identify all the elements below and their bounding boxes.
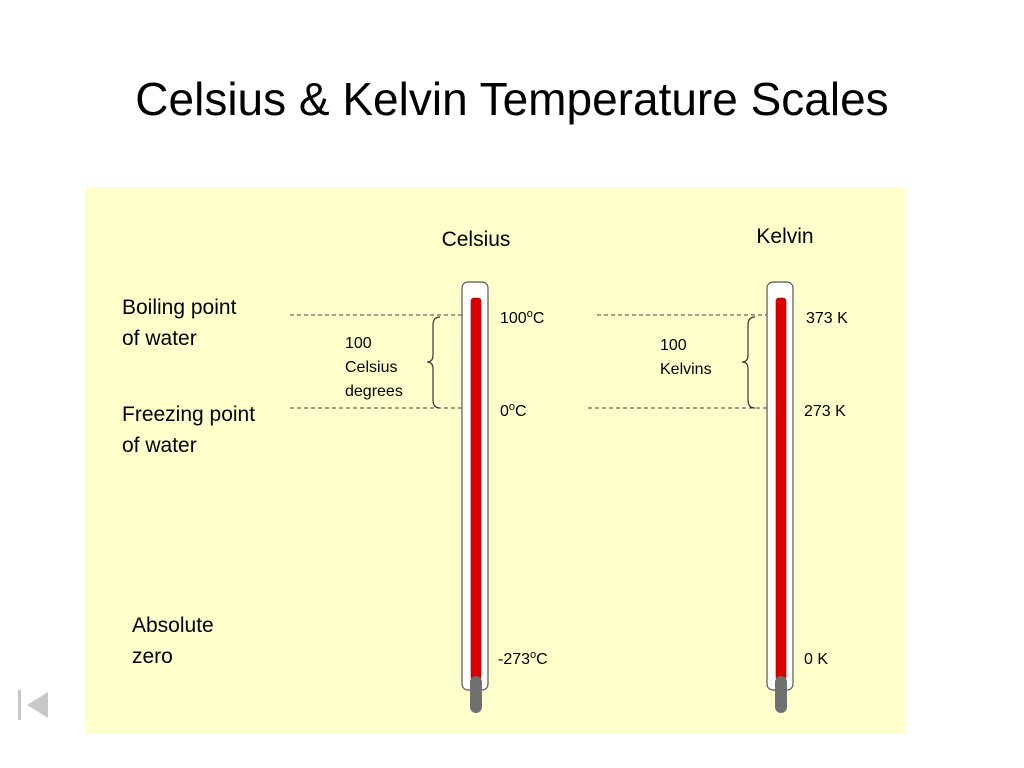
scale-point: 373 K (806, 310, 848, 327)
scale-point: 273 K (804, 403, 846, 420)
scale-name: Kelvin (756, 225, 813, 248)
text-line: 100 (500, 310, 527, 327)
scale-point: -273oC (498, 649, 548, 668)
brace (741, 316, 756, 409)
text-line: Boiling point (122, 296, 237, 319)
text-line: Kelvins (660, 361, 712, 378)
text-line: o (527, 308, 533, 320)
reference-label: Boiling point of water (122, 296, 242, 350)
text-line: of water (122, 327, 197, 350)
text-line: Absolute (132, 614, 214, 637)
scale-point: 100oC (500, 308, 544, 327)
scale-point: 0oC (500, 401, 527, 420)
text-line: 100 (660, 337, 687, 354)
text-line: zero (132, 645, 173, 668)
reference-label: Absolute zero (132, 614, 220, 668)
nav-first-button[interactable] (18, 690, 48, 720)
reference-label: Freezing point of water (122, 403, 261, 457)
text-line: o (530, 649, 536, 661)
text-line: 0 (500, 403, 509, 420)
slide-title: Celsius & Kelvin Temperature Scales (135, 73, 888, 125)
text-line: -273 (498, 651, 530, 668)
text-line: 100 (345, 335, 372, 352)
scale-name: Celsius (442, 228, 511, 251)
text-line: of water (122, 434, 197, 457)
text-line: C (533, 310, 545, 327)
text-line: degrees (345, 383, 403, 400)
text-line: C (515, 403, 527, 420)
text-line: C (536, 651, 548, 668)
interval-label: 100 Kelvins (660, 337, 712, 378)
text-line: Celsius (345, 359, 397, 376)
interval-label: 100 Celsius degrees (345, 335, 403, 400)
thermometer (461, 281, 489, 713)
scale-point: 0 K (804, 651, 828, 668)
thermometer (766, 281, 794, 713)
brace (426, 316, 441, 409)
text-line: Freezing point (122, 403, 255, 426)
text-line: o (509, 401, 515, 413)
